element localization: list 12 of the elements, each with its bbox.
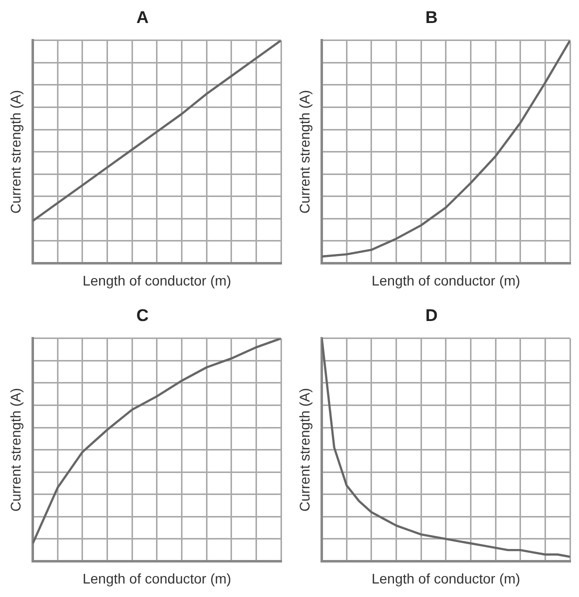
y-axis-title: Current strength (A) — [296, 90, 312, 214]
chart-title: D — [425, 306, 438, 325]
x-axis-title: Length of conductor (m) — [372, 570, 520, 586]
x-axis-title: Length of conductor (m) — [82, 570, 232, 586]
y-axis-title: Current strength (A) — [7, 90, 24, 214]
chart-title: B — [425, 8, 438, 27]
x-axis-title: Length of conductor (m) — [82, 272, 232, 288]
x-axis-title: Length of conductor (m) — [372, 272, 520, 288]
y-axis-title: Current strength (A) — [7, 388, 24, 512]
y-axis-title: Current strength (A) — [296, 388, 312, 512]
chart-title: C — [136, 306, 149, 325]
chart-title: A — [136, 8, 149, 27]
